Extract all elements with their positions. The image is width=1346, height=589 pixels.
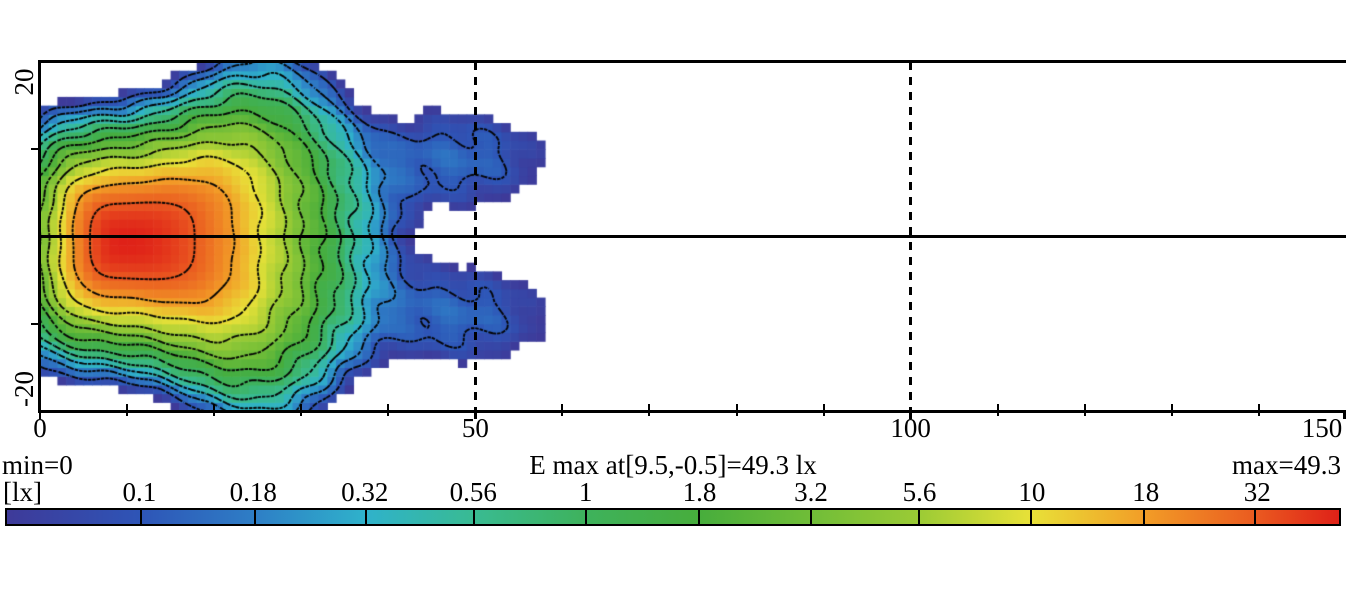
x-axis-minor-tick-10 xyxy=(126,404,129,416)
x-axis-minor-tick-140 xyxy=(1257,404,1260,416)
colorbar-label-18: 18 xyxy=(1132,477,1160,507)
colorbar-tick-3.2 xyxy=(809,509,812,525)
y-axis-minor-tick--10 xyxy=(31,322,40,325)
x-axis-minor-tick-90 xyxy=(822,404,825,416)
colorbar-label-0.1: 0.1 xyxy=(122,477,157,507)
peak-annotation: E max at[9.5,-0.5]=49.3 lx xyxy=(529,450,817,480)
y-axis-minor-tick-10 xyxy=(31,148,40,151)
x-axis-minor-tick-110 xyxy=(996,404,999,416)
colorbar-label-1.8: 1.8 xyxy=(682,477,717,507)
x-axis-minor-tick-70 xyxy=(648,404,651,416)
colorbar-tick-5.6 xyxy=(917,509,920,525)
x-axis-label-100: 100 xyxy=(890,413,931,443)
x-axis-minor-tick-120 xyxy=(1083,404,1086,416)
colorbar-label-0.32: 0.32 xyxy=(341,477,389,507)
colorbar-tick-0.1 xyxy=(139,509,142,525)
colorbar-tick-0.18 xyxy=(253,509,256,525)
x-axis-line xyxy=(38,410,1346,413)
colorbar xyxy=(5,508,1341,526)
colorbar-tick-0.32 xyxy=(364,509,367,525)
colorbar-label-3.2: 3.2 xyxy=(794,477,828,507)
x-axis-label-0: 0 xyxy=(33,413,47,443)
x-axis-label-50: 50 xyxy=(461,413,489,443)
x-axis-minor-tick-30 xyxy=(300,404,303,416)
colorbar-tick-18 xyxy=(1143,509,1146,525)
x-axis-minor-tick-80 xyxy=(735,404,738,416)
colorbar-tick-32 xyxy=(1254,509,1257,525)
colorbar-unit-label: [lx] xyxy=(3,477,42,507)
x-axis-minor-tick-40 xyxy=(387,404,390,416)
colorbar-label-0.56: 0.56 xyxy=(449,477,497,507)
y-axis-line xyxy=(38,60,41,413)
colorbar-label-5.6: 5.6 xyxy=(902,477,937,507)
colorbar-label-0.18: 0.18 xyxy=(229,477,277,507)
x-axis-label-150: 150 xyxy=(1301,413,1343,443)
colorbar-tick-1 xyxy=(584,509,587,525)
x-axis-minor-tick-20 xyxy=(213,404,216,416)
colorbar-tick-10 xyxy=(1029,509,1032,525)
x-axis-major-tick-100 xyxy=(909,410,912,419)
max-value-label: max=49.3 xyxy=(1232,450,1341,480)
colorbar-tick-0.56 xyxy=(472,509,475,525)
x-axis-minor-tick-60 xyxy=(561,404,564,416)
x-axis-minor-tick-130 xyxy=(1170,404,1173,416)
colorbar-label-10: 10 xyxy=(1018,477,1046,507)
x-axis-major-tick-150 xyxy=(1343,410,1346,419)
min-value-label: min=0 xyxy=(2,450,73,480)
colorbar-tick-1.8 xyxy=(698,509,701,525)
plot-frame-top-line xyxy=(38,60,1346,63)
colorbar-label-1: 1 xyxy=(578,477,593,507)
y-axis-label-bottom: -20 xyxy=(8,371,39,407)
colorbar-label-32: 32 xyxy=(1243,477,1271,507)
x-axis-major-tick-50 xyxy=(474,410,477,419)
centerline-y0 xyxy=(40,235,1346,238)
y-axis-label-top: 20 xyxy=(8,68,39,96)
x-axis-major-tick-0 xyxy=(38,410,42,419)
